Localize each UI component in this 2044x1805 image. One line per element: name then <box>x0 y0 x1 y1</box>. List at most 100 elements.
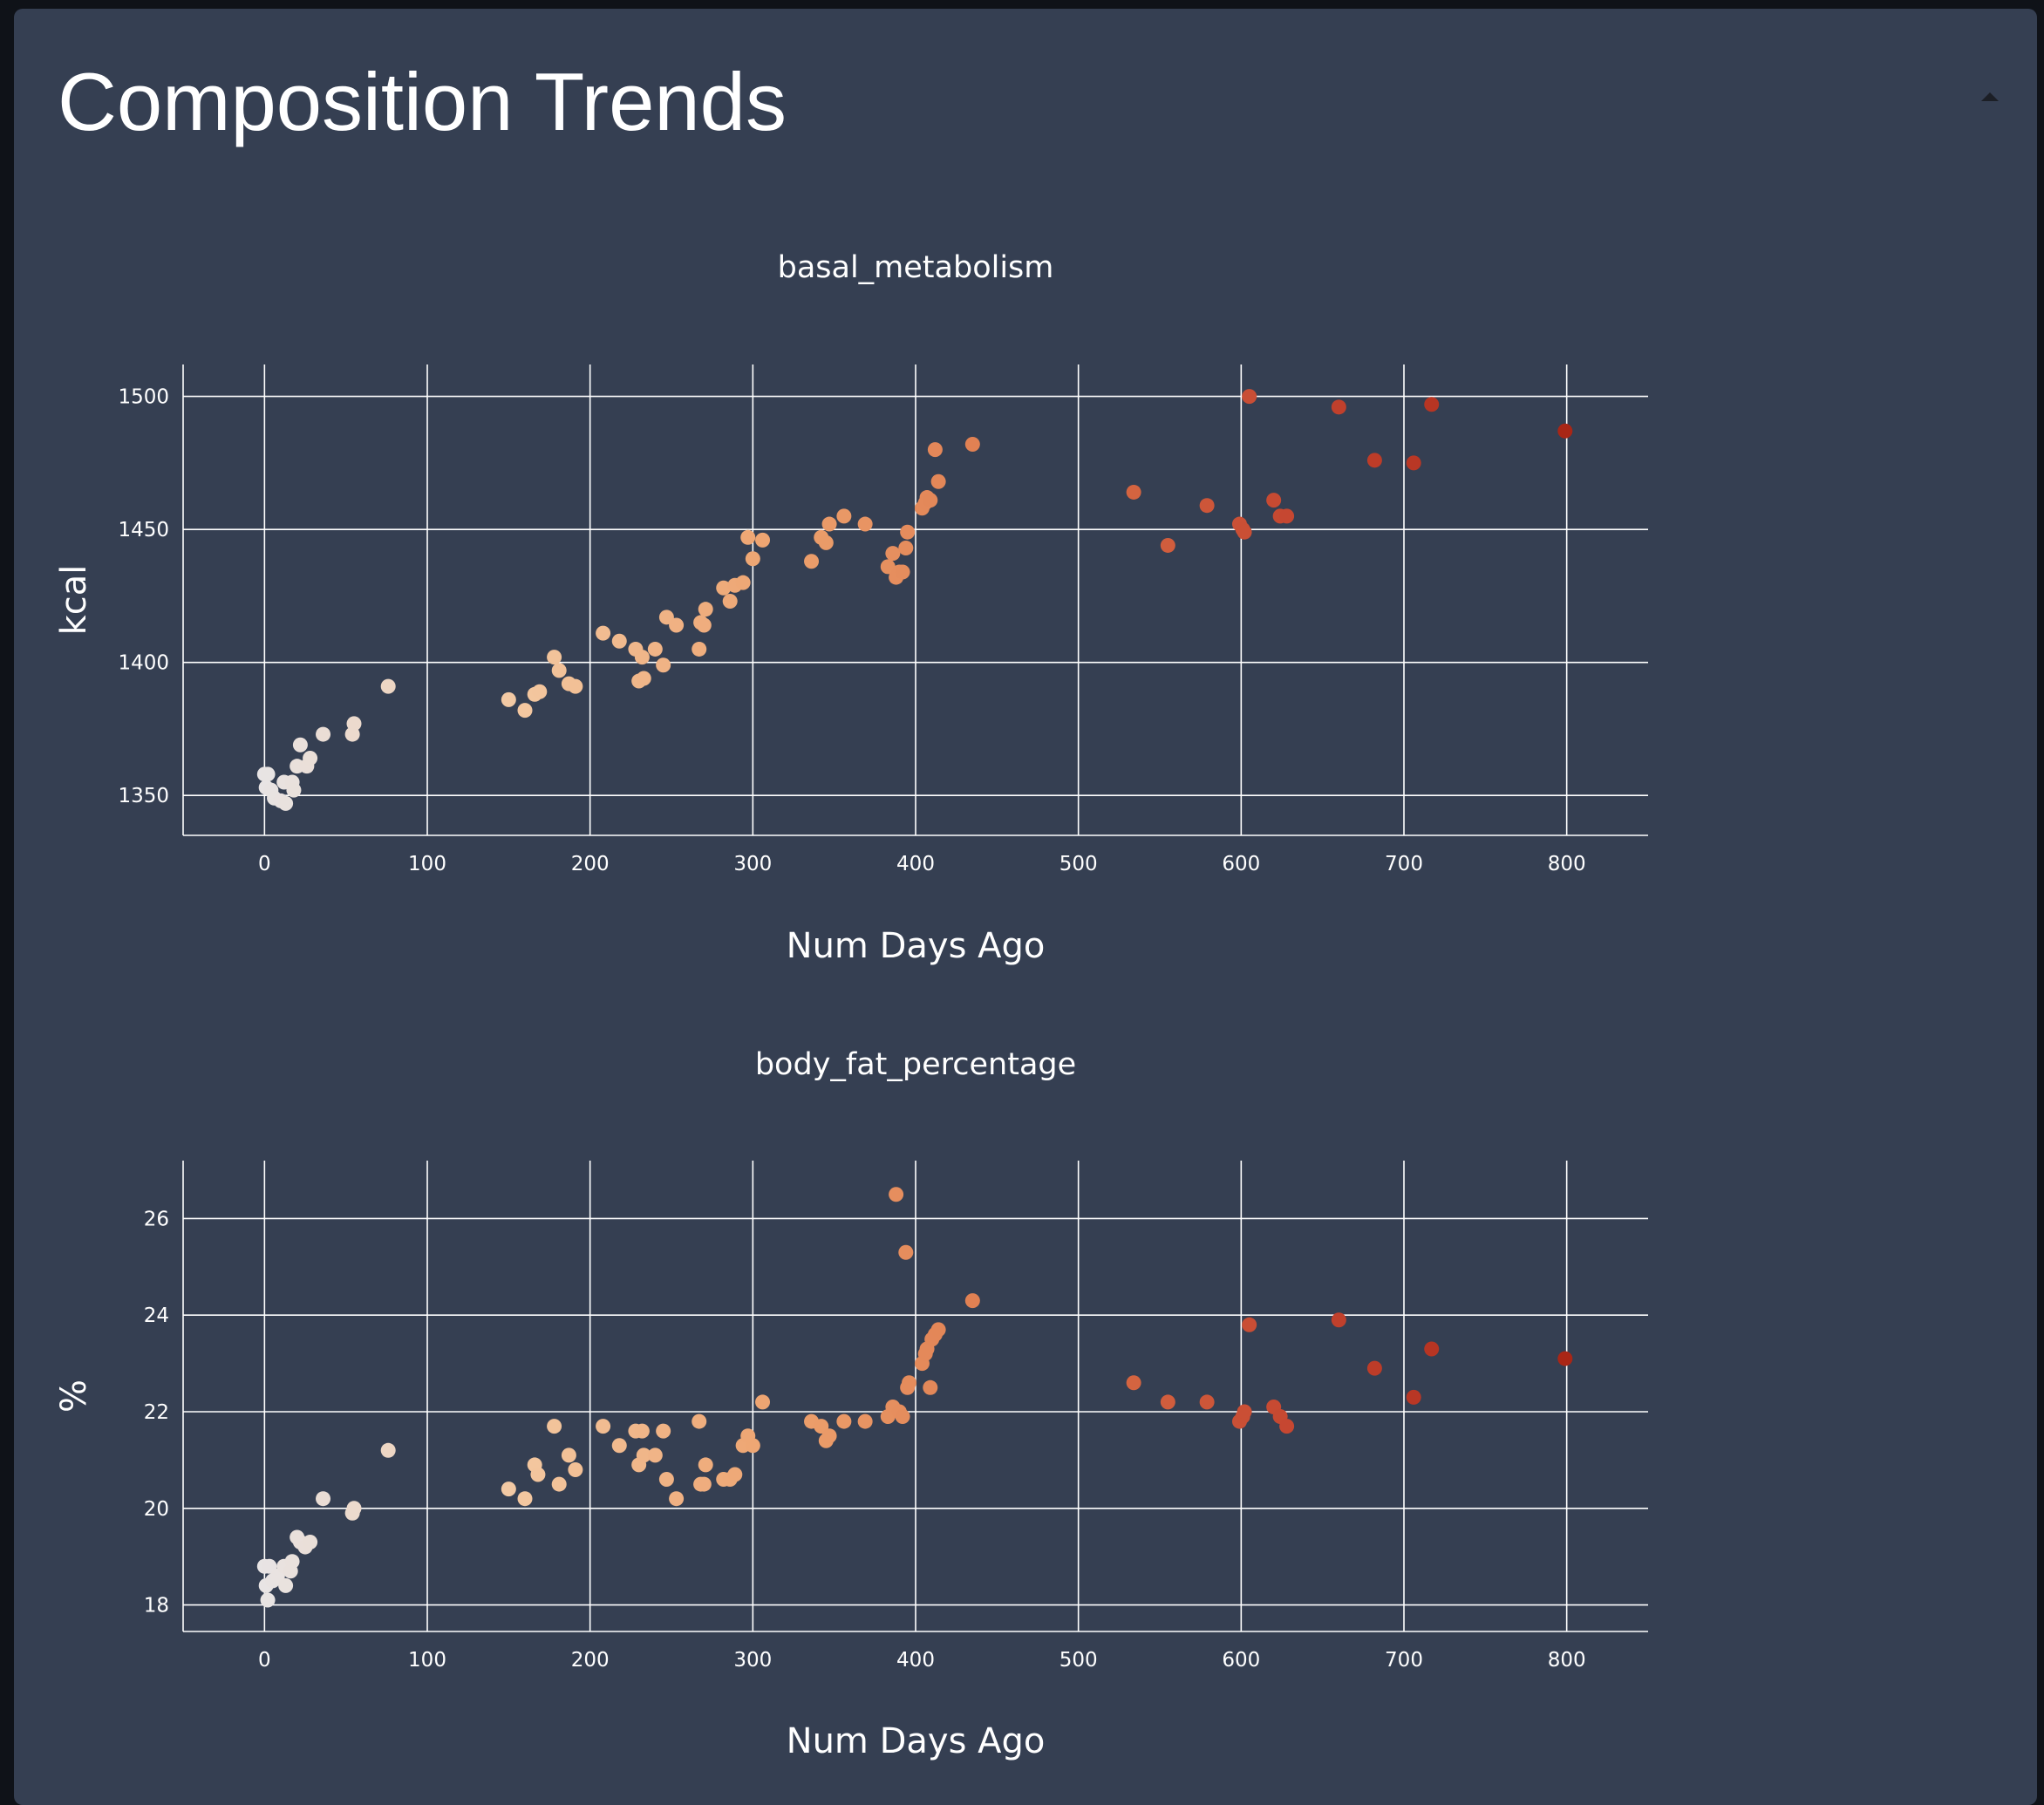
data-point[interactable] <box>669 1491 685 1507</box>
data-point[interactable] <box>286 782 302 798</box>
data-point[interactable] <box>804 554 820 569</box>
data-point[interactable] <box>889 1187 904 1202</box>
data-point[interactable] <box>696 1476 712 1492</box>
data-point[interactable] <box>380 678 396 694</box>
data-point[interactable] <box>722 594 738 610</box>
data-point[interactable] <box>278 1577 294 1593</box>
data-point[interactable] <box>316 1491 331 1507</box>
data-point[interactable] <box>964 437 980 453</box>
data-point[interactable] <box>1199 498 1215 514</box>
data-point[interactable] <box>1331 1312 1346 1328</box>
data-point[interactable] <box>501 691 516 707</box>
data-point[interactable] <box>656 1423 671 1439</box>
data-point[interactable] <box>1279 1419 1295 1434</box>
data-point[interactable] <box>821 1428 837 1444</box>
data-point[interactable] <box>517 703 533 719</box>
data-point[interactable] <box>568 1461 583 1477</box>
data-point[interactable] <box>1126 1375 1141 1391</box>
data-point[interactable] <box>611 1438 627 1454</box>
data-point[interactable] <box>895 1409 910 1425</box>
data-point[interactable] <box>745 551 760 567</box>
data-point[interactable] <box>836 508 852 524</box>
data-point[interactable] <box>698 1457 713 1473</box>
data-point[interactable] <box>1406 455 1421 471</box>
data-point[interactable] <box>1557 423 1573 439</box>
data-point[interactable] <box>303 751 318 766</box>
data-point[interactable] <box>647 1447 663 1463</box>
data-point[interactable] <box>636 671 651 686</box>
data-point[interactable] <box>692 641 707 657</box>
data-point[interactable] <box>898 1244 914 1260</box>
data-point[interactable] <box>1242 389 1257 405</box>
data-point[interactable] <box>857 1413 873 1429</box>
data-point[interactable] <box>1266 493 1282 508</box>
data-point[interactable] <box>517 1491 533 1507</box>
data-point[interactable] <box>821 516 837 532</box>
data-point[interactable] <box>1557 1351 1573 1366</box>
data-point[interactable] <box>669 617 685 633</box>
data-point[interactable] <box>1242 1317 1257 1332</box>
data-point[interactable] <box>1237 1404 1252 1420</box>
data-point[interactable] <box>284 1554 300 1570</box>
data-point[interactable] <box>1126 484 1141 500</box>
data-point[interactable] <box>740 529 756 545</box>
data-point[interactable] <box>292 737 308 753</box>
data-point[interactable] <box>902 1375 917 1391</box>
data-point[interactable] <box>1237 524 1252 540</box>
data-point[interactable] <box>895 564 910 580</box>
data-point[interactable] <box>1279 508 1295 524</box>
data-point[interactable] <box>551 663 567 678</box>
data-point[interactable] <box>316 726 331 742</box>
data-point[interactable] <box>898 541 914 556</box>
data-point[interactable] <box>900 524 916 540</box>
data-point[interactable] <box>692 1413 707 1429</box>
data-point[interactable] <box>927 442 943 458</box>
data-point[interactable] <box>755 1394 771 1410</box>
data-point[interactable] <box>716 580 732 596</box>
data-point[interactable] <box>745 1438 760 1454</box>
data-point[interactable] <box>930 1322 946 1338</box>
data-point[interactable] <box>260 1592 276 1608</box>
data-point[interactable] <box>930 473 946 489</box>
data-point[interactable] <box>647 641 663 657</box>
data-point[interactable] <box>547 650 562 665</box>
data-point[interactable] <box>923 493 938 508</box>
data-point[interactable] <box>561 1447 576 1463</box>
data-point[interactable] <box>530 1467 546 1482</box>
data-point[interactable] <box>346 1501 362 1516</box>
data-point[interactable] <box>1366 1360 1382 1376</box>
data-point[interactable] <box>551 1476 567 1492</box>
data-point[interactable] <box>380 1442 396 1458</box>
data-point[interactable] <box>532 684 548 699</box>
data-point[interactable] <box>346 716 362 732</box>
data-point[interactable] <box>1406 1389 1421 1405</box>
data-point[interactable] <box>260 766 276 782</box>
data-point[interactable] <box>964 1293 980 1309</box>
data-point[interactable] <box>755 532 771 548</box>
data-point[interactable] <box>262 1558 277 1574</box>
data-point[interactable] <box>1199 1394 1215 1410</box>
data-point[interactable] <box>885 546 901 562</box>
data-point[interactable] <box>596 625 611 641</box>
data-point[interactable] <box>656 657 671 673</box>
data-point[interactable] <box>611 633 627 649</box>
data-point[interactable] <box>568 678 583 694</box>
data-point[interactable] <box>1160 537 1175 553</box>
data-point[interactable] <box>735 575 751 590</box>
data-point[interactable] <box>658 610 674 625</box>
data-point[interactable] <box>696 617 712 633</box>
data-point[interactable] <box>923 1379 938 1395</box>
data-point[interactable] <box>303 1535 318 1550</box>
caret-up-icon[interactable] <box>1981 92 1999 101</box>
data-point[interactable] <box>1424 397 1440 412</box>
data-point[interactable] <box>818 535 834 550</box>
data-point[interactable] <box>1160 1394 1175 1410</box>
data-point[interactable] <box>634 650 650 665</box>
data-point[interactable] <box>880 559 896 575</box>
data-point[interactable] <box>634 1423 650 1439</box>
data-point[interactable] <box>596 1419 611 1434</box>
data-point[interactable] <box>501 1481 516 1497</box>
data-point[interactable] <box>278 795 294 811</box>
data-point[interactable] <box>1366 453 1382 468</box>
data-point[interactable] <box>814 1419 829 1434</box>
